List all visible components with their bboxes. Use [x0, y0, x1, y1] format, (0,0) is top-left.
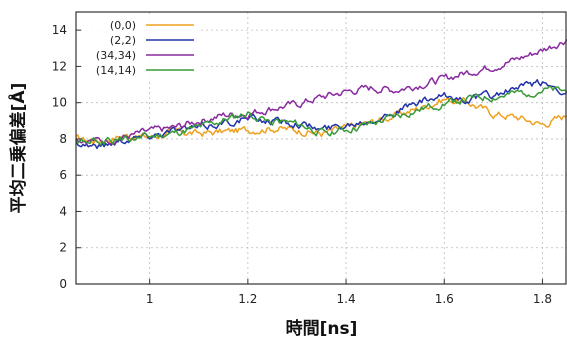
y-tick-label: 4	[59, 204, 67, 218]
legend-label: (34,34)	[96, 49, 136, 62]
x-tick-label: 1.4	[337, 292, 356, 306]
y-axis-title: 平均二乗偏差[Å]	[6, 83, 29, 214]
y-tick-label: 14	[52, 23, 67, 37]
x-tick-label: 1.8	[533, 292, 552, 306]
axis-ticks: 1 1.2 1.4 1.6 1.8 0 2 4 6 8 10 12 14	[52, 23, 552, 306]
y-tick-label: 10	[52, 96, 67, 110]
series-line	[75, 85, 567, 146]
y-tick-label: 8	[59, 132, 67, 146]
x-axis-title: 時間[ns]	[286, 318, 358, 339]
x-tick-label: 1.2	[238, 292, 257, 306]
y-tick-label: 12	[52, 59, 67, 73]
series-line	[75, 79, 567, 150]
x-tick-label: 1.6	[435, 292, 454, 306]
legend-label: (14,14)	[96, 64, 136, 77]
y-tick-label: 6	[59, 168, 67, 182]
series-line	[75, 38, 567, 145]
legend: (0,0) (2,2) (34,34) (14,14)	[96, 19, 194, 77]
series-lines	[75, 38, 567, 150]
y-tick-label: 2	[59, 241, 67, 255]
legend-label: (0,0)	[110, 19, 136, 32]
x-tick-label: 1	[146, 292, 154, 306]
series-line	[75, 96, 567, 145]
plot-frame	[75, 11, 567, 285]
y-tick-label: 0	[59, 277, 67, 291]
legend-label: (2,2)	[110, 34, 136, 47]
